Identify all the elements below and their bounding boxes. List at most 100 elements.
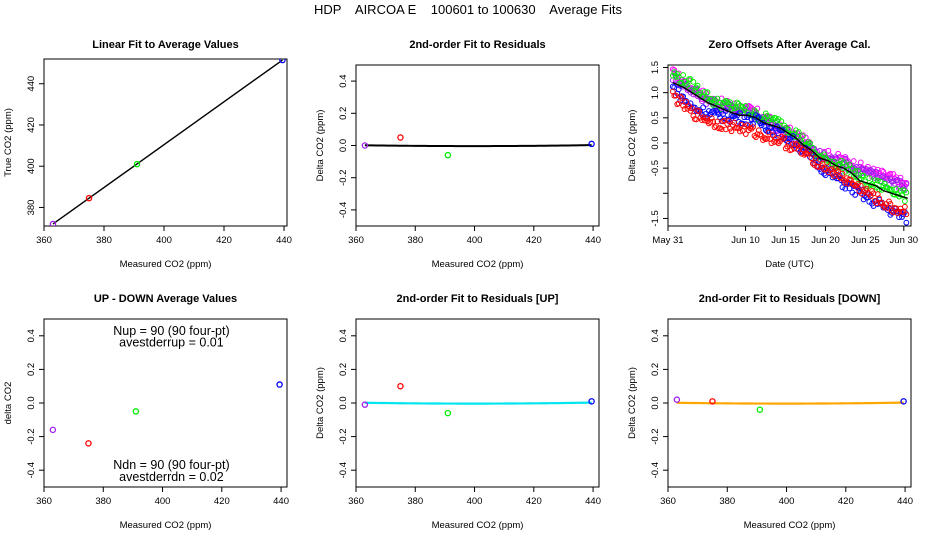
x-tick-label: Jun 10 <box>731 235 760 246</box>
x-tick-label: 360 <box>660 496 676 507</box>
offset-point-green <box>846 161 853 168</box>
offset-point-red <box>753 134 759 141</box>
y-axis-label: Delta CO2 (ppm) <box>627 367 638 439</box>
offset-point-red <box>881 204 888 211</box>
offset-point-red <box>774 138 780 145</box>
data-point-purple <box>361 401 369 408</box>
plot-frame <box>43 58 288 227</box>
offset-point-red <box>724 120 731 127</box>
plot-area <box>49 59 286 226</box>
offset-point-red <box>757 131 764 138</box>
offset-point-blue <box>842 185 849 192</box>
offset-point-green <box>710 102 717 108</box>
x-tick-label: Jun 25 <box>851 235 880 246</box>
offset-point-green <box>734 99 741 106</box>
offset-point-green <box>795 129 802 136</box>
plot-frame <box>667 64 912 227</box>
offset-point-blue <box>700 104 707 111</box>
offset-point-green <box>838 157 844 164</box>
x-tick-label: 440 <box>585 496 601 507</box>
offset-point-red <box>853 182 860 189</box>
x-tick-label: 440 <box>585 235 601 246</box>
offset-point-red <box>792 140 799 147</box>
offset-point-red <box>741 123 748 130</box>
plot-area <box>49 381 283 447</box>
x-axis-label: Date (UTC) <box>765 259 814 270</box>
y-tick-label: -0.4 <box>650 462 661 478</box>
y-tick-label: 0.0 <box>338 396 349 409</box>
offset-point-blue <box>715 111 722 117</box>
y-axis-label: Delta CO2 (ppm) <box>315 110 326 182</box>
offset-point-green <box>693 84 700 91</box>
offset-point-green <box>871 177 878 184</box>
offset-point-red <box>742 131 749 137</box>
annotation-text: Ndn = 90 (90 four-pt) <box>113 458 229 472</box>
annotation-text: avestderrdn = 0.02 <box>119 470 224 484</box>
offset-point-purple <box>903 181 910 187</box>
offset-point-green <box>805 139 812 145</box>
plot-area <box>361 134 595 159</box>
offset-point-purple <box>833 155 840 162</box>
offset-point-purple <box>866 168 873 174</box>
y-tick-label: 440 <box>26 76 37 92</box>
y-tick-label: 0.0 <box>26 396 37 409</box>
offset-point-red <box>744 122 751 129</box>
offset-point-green <box>680 72 687 78</box>
offset-point-purple <box>694 93 701 100</box>
offset-point-green <box>866 175 873 182</box>
offset-point-red <box>873 200 880 207</box>
offset-point-green <box>691 88 698 94</box>
offset-point-red <box>678 95 685 101</box>
data-point-red <box>85 194 93 202</box>
offset-point-green <box>739 104 746 110</box>
offset-point-magenta <box>880 168 887 175</box>
offset-point-red <box>884 205 891 211</box>
offset-point-blue <box>852 192 859 198</box>
offset-point-green <box>672 74 679 80</box>
offset-point-red <box>683 98 689 105</box>
panel-title: 2nd-order Fit to Residuals [DOWN] <box>699 293 881 305</box>
offset-point-red <box>721 117 728 124</box>
offset-point-purple <box>816 147 823 154</box>
y-tick-label: -0.2 <box>26 428 37 444</box>
offset-point-red <box>689 105 695 112</box>
offset-point-red <box>801 151 808 158</box>
offset-point-magenta <box>802 134 809 141</box>
panel-p4: UP - DOWN Average Values Measured CO2 (pp… <box>3 293 289 531</box>
offset-point-red <box>836 174 843 180</box>
x-axis-label: Measured CO2 (ppm) <box>432 520 524 531</box>
offset-point-green <box>798 139 805 145</box>
y-tick-label: 1.0 <box>650 86 661 99</box>
offset-point-blue <box>857 190 864 196</box>
x-axis-label: Measured CO2 (ppm) <box>744 520 836 531</box>
offset-point-blue <box>714 109 721 116</box>
offset-point-blue <box>769 129 776 136</box>
x-tick-label: Jun 15 <box>771 235 800 246</box>
y-axis-label: delta CO2 <box>3 382 14 425</box>
y-tick-label: -1.5 <box>650 210 661 226</box>
y-axis-label: Delta CO2 (ppm) <box>627 110 638 182</box>
offset-point-red <box>708 115 715 122</box>
x-tick-label: 440 <box>276 235 292 246</box>
offset-point-red <box>731 119 738 126</box>
offset-point-blue <box>706 108 712 114</box>
offset-point-green <box>879 186 885 193</box>
offset-point-magenta <box>857 159 864 166</box>
y-tick-label: 0.4 <box>26 329 37 342</box>
offset-point-green <box>727 99 733 106</box>
y-tick-label: 0.4 <box>338 74 349 87</box>
offset-point-magenta <box>671 67 678 73</box>
x-tick-label: 420 <box>838 496 854 507</box>
offset-point-blue <box>903 219 910 226</box>
y-tick-label: -0.2 <box>650 428 661 444</box>
x-tick-label: 420 <box>216 235 232 246</box>
panel-p6: 2nd-order Fit to Residuals [DOWN] Measure… <box>627 293 913 531</box>
offset-point-red <box>788 146 795 153</box>
offset-point-green <box>807 140 813 147</box>
offset-point-magenta <box>850 158 857 164</box>
offset-point-red <box>737 128 743 135</box>
offset-point-red <box>717 125 724 131</box>
offset-point-purple <box>884 175 891 182</box>
offset-point-green <box>840 159 847 166</box>
x-tick-label: 420 <box>214 496 230 507</box>
